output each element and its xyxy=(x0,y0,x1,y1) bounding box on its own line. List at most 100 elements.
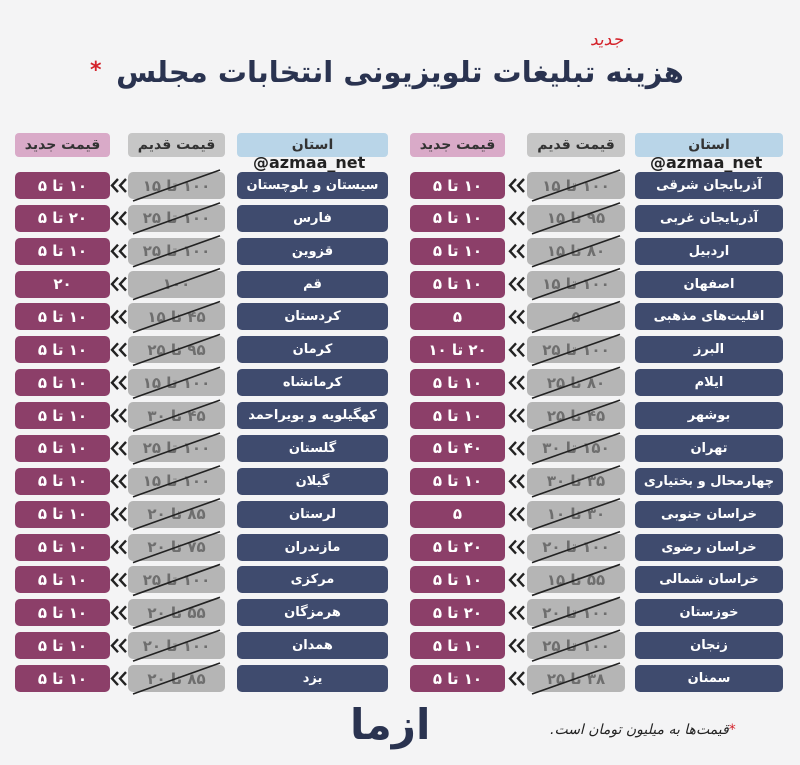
province: کردستان xyxy=(237,303,388,331)
arrow xyxy=(508,506,517,522)
new-price: ۱۰ تا ۵ xyxy=(410,632,505,660)
new-price: ۱۰ تا ۵ xyxy=(410,665,505,693)
old-price: ۵۵ تا ۱۵ xyxy=(527,566,625,594)
old-price: ۱۰۰ تا ۲۰ xyxy=(128,632,225,660)
arrow xyxy=(118,243,127,259)
new-price: ۱۰ تا ۵ xyxy=(15,303,110,331)
arrow xyxy=(516,276,525,292)
new-price: ۲۰ تا ۵ xyxy=(15,204,110,232)
old-price: ۳۸ تا ۲۵ xyxy=(527,665,625,693)
arrow xyxy=(110,506,119,522)
arrow xyxy=(508,638,517,653)
old-price: ۱۰۰ تا ۱۵ xyxy=(128,369,225,397)
old-price: ۴۵ تا ۳۰ xyxy=(128,402,225,430)
watermark: @azmaa_net xyxy=(253,153,366,172)
new-price: ۱۰ تا ۵ xyxy=(15,369,110,397)
old-price: ۱۵۰ تا ۳۰ xyxy=(527,434,625,462)
arrow xyxy=(516,309,525,325)
arrow xyxy=(118,375,127,391)
arrow xyxy=(110,605,119,621)
province: لرستان xyxy=(237,500,388,528)
arrow xyxy=(508,474,517,489)
arrow xyxy=(110,211,119,226)
province: یزد xyxy=(237,665,388,693)
old-price: ۱۰۰ تا ۱۵ xyxy=(128,467,225,495)
footnote: *قیمت‌ها به میلیون تومان است. xyxy=(550,722,736,738)
province: سیستان و بلوچستان xyxy=(237,172,388,199)
arrow xyxy=(110,638,119,653)
province: آذربایجان شرقی xyxy=(635,172,783,199)
old-price: ۸۰ تا ۲۵ xyxy=(527,369,625,397)
old-price: ۱۰۰ تا ۲۵ xyxy=(527,336,625,364)
old-price: ۵ xyxy=(527,303,625,331)
province: قم xyxy=(237,270,388,298)
province: خراسان جنوبی xyxy=(635,500,783,528)
title-mark: * xyxy=(90,58,102,83)
old-price: ۷۵ تا ۲۰ xyxy=(128,533,225,561)
arrow xyxy=(508,276,517,292)
province: اصفهان xyxy=(635,270,783,298)
arrow xyxy=(110,671,119,686)
column-header: قیمت قدیم xyxy=(128,133,225,157)
arrow xyxy=(516,506,525,522)
old-price: ۱۰۰ تا ۱۵ xyxy=(128,172,225,199)
province: کرمانشاه xyxy=(237,369,388,397)
old-price: ۱۰۰ تا ۲۰ xyxy=(527,599,625,627)
new-price: ۱۰ تا ۵ xyxy=(410,172,505,199)
arrow xyxy=(516,342,525,358)
province: تهران xyxy=(635,434,783,462)
province: کرمان xyxy=(237,336,388,364)
arrow xyxy=(516,671,525,686)
province: خراسان رضوی xyxy=(635,533,783,561)
column-header: قیمت قدیم xyxy=(527,133,625,157)
arrow xyxy=(118,539,127,555)
logo: ازما xyxy=(350,700,431,749)
arrow xyxy=(508,178,517,193)
arrow xyxy=(110,276,119,292)
arrow xyxy=(508,408,517,423)
province: سمنان xyxy=(635,665,783,693)
province: چهارمحال و بختیاری xyxy=(635,467,783,495)
old-price: ۱۰۰ تا ۲۵ xyxy=(128,566,225,594)
arrow xyxy=(118,342,127,358)
arrow xyxy=(118,474,127,489)
old-price: ۴۵ تا ۲۵ xyxy=(527,402,625,430)
old-price: ۵۵ تا ۲۰ xyxy=(128,599,225,627)
old-price: ۱۰۰ تا ۲۵ xyxy=(128,434,225,462)
old-price: ۳۰ تا ۱۰ xyxy=(527,500,625,528)
column-header: استان xyxy=(635,133,783,157)
old-price: ۳۵ تا ۳۰ xyxy=(527,467,625,495)
arrow xyxy=(110,243,119,259)
new-price: ۱۰ تا ۵ xyxy=(410,467,505,495)
new-price: ۱۰ تا ۵ xyxy=(15,599,110,627)
new-price: ۲۰ تا ۵ xyxy=(410,599,505,627)
old-price: ۱۰۰ تا ۲۵ xyxy=(527,632,625,660)
arrow xyxy=(508,211,517,226)
province: زنجان xyxy=(635,632,783,660)
column-header: استان xyxy=(237,133,388,157)
new-price: ۱۰ تا ۵ xyxy=(15,237,110,265)
old-price: ۱۰۰ تا ۱۵ xyxy=(527,270,625,298)
province: البرز xyxy=(635,336,783,364)
old-price: ۸۵ تا ۲۰ xyxy=(128,665,225,693)
arrow xyxy=(516,638,525,653)
new-price: ۱۰ تا ۵ xyxy=(410,204,505,232)
column-header: قیمت جدید xyxy=(410,133,505,157)
arrow xyxy=(508,441,517,456)
arrow xyxy=(516,243,525,259)
arrow xyxy=(118,572,127,588)
province: قزوین xyxy=(237,237,388,265)
province: خراسان شمالی xyxy=(635,566,783,594)
province: اقلیت‌های مذهبی xyxy=(635,303,783,331)
badge: جدید xyxy=(590,30,624,50)
province: گیلان xyxy=(237,467,388,495)
new-price: ۱۰ تا ۵ xyxy=(15,665,110,693)
arrow xyxy=(508,671,517,686)
province: همدان xyxy=(237,632,388,660)
new-price: ۵ xyxy=(410,500,505,528)
old-price: ۱۰۰ تا ۱۵ xyxy=(527,172,625,199)
old-price: ۱۰۰ xyxy=(128,270,225,298)
arrow xyxy=(110,572,119,588)
province: خوزستان xyxy=(635,599,783,627)
